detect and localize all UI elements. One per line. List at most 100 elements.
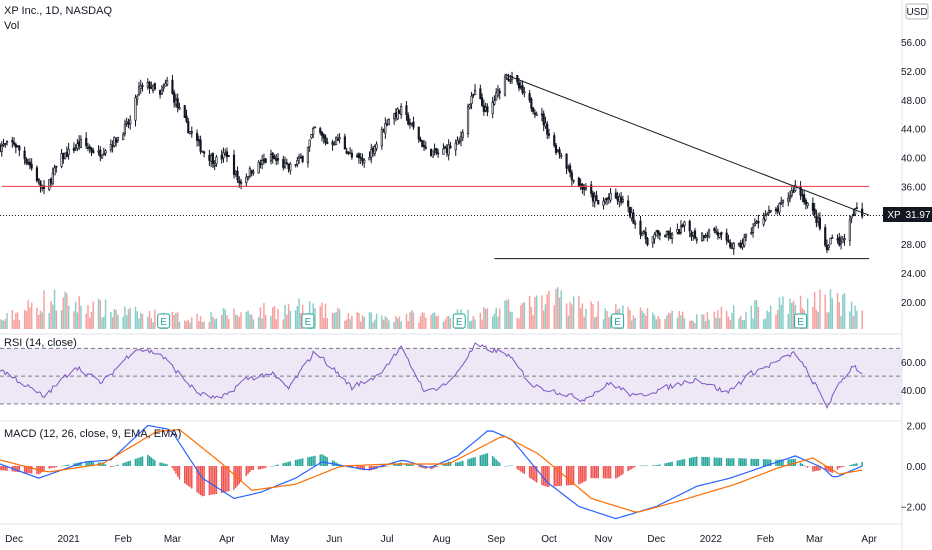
volume-bar [694, 322, 696, 329]
volume-bar [657, 315, 659, 329]
rsi-label[interactable]: RSI (14, close) [4, 337, 77, 349]
candle-body [727, 239, 730, 243]
macd-histogram-bar [423, 466, 425, 469]
volume-bar [592, 304, 594, 329]
date-tick-label: Jun [326, 534, 342, 545]
macd-histogram-bar [289, 461, 292, 466]
macd-histogram-bar [324, 456, 327, 466]
macd-histogram-bar [620, 466, 622, 476]
candle-body [412, 121, 415, 128]
candle-body [558, 149, 561, 155]
earnings-marker[interactable] [157, 313, 171, 329]
time-axis[interactable]: Dec 2021 Feb Mar Apr May Jun Jul Aug Sep Oct Nov Dec… [5, 534, 877, 545]
currency-badge[interactable] [905, 3, 929, 20]
volume-bar [567, 315, 570, 329]
volume-label[interactable]: Vol [4, 20, 19, 32]
macd-histogram-bar [113, 465, 116, 467]
macd-histogram-bar [799, 462, 802, 466]
symbol-title[interactable]: XP Inc., 1D, NASDAQ [4, 5, 112, 17]
volume-bar [273, 306, 276, 329]
macd-histogram-bar [557, 466, 559, 487]
volume-bar [849, 311, 851, 329]
candle-body [174, 99, 178, 105]
volume-bar [233, 308, 235, 329]
macd-histogram-bar [85, 461, 87, 466]
macd-histogram-bar [73, 463, 75, 466]
trend-line[interactable] [504, 74, 870, 216]
macd-label[interactable]: MACD (12, 26, close, 9, EMA, EMA) [4, 428, 181, 440]
candle-body [407, 114, 410, 125]
candle-body [213, 164, 216, 167]
volume-bar [782, 296, 784, 329]
macd-histogram-bar [196, 466, 198, 493]
macd-histogram-bar [208, 466, 211, 496]
macd-histogram-bar [778, 459, 781, 466]
volume-bar [667, 312, 670, 329]
volume-bar [263, 303, 265, 329]
volume-bar [729, 319, 731, 329]
candle-body [528, 93, 531, 101]
date-tick-label: Aug [433, 534, 451, 545]
volume-bar [447, 316, 450, 329]
volume-bar [671, 310, 673, 329]
volume-bar [250, 314, 253, 329]
volume-bar [470, 320, 473, 329]
macd-histogram-bar [743, 458, 746, 466]
earnings-marker[interactable] [301, 313, 315, 329]
candle-body [509, 79, 512, 82]
macd-histogram-bar [498, 462, 501, 466]
price-axis[interactable]: 56.00 52.00 48.00 44.00 40.00 36.00 28.00 24.00… [901, 38, 927, 513]
candle-body [788, 195, 792, 199]
volume-bar [766, 310, 768, 329]
candle-body [804, 200, 807, 205]
candle-body [442, 148, 445, 155]
earnings-marker[interactable] [794, 313, 808, 329]
candle-body [583, 187, 586, 190]
earnings-marker[interactable] [452, 313, 466, 329]
volume-bar [147, 316, 149, 329]
macd-histogram-bar [590, 466, 592, 479]
candle-body [609, 192, 612, 201]
volume-bar [484, 309, 487, 329]
macd-histogram-bar [667, 462, 670, 466]
macd-histogram-bar [504, 466, 506, 467]
candle-body [681, 224, 684, 228]
macd-histogram-bar [715, 457, 717, 466]
candle-body [472, 94, 475, 96]
volume-bar [127, 309, 130, 329]
candle-body [141, 85, 144, 87]
macd-histogram-bar [39, 466, 42, 474]
volume-bar [639, 307, 642, 329]
volume-bar [203, 321, 205, 329]
volume-bar [395, 315, 397, 329]
candle-body [262, 159, 266, 162]
candle-body [65, 151, 68, 158]
volume-bar [66, 293, 68, 329]
macd-histogram-bar [308, 456, 311, 466]
candle-body [236, 170, 239, 181]
macd-histogram-bar [507, 465, 510, 467]
candle-body [289, 163, 292, 171]
volume-bar [370, 312, 372, 329]
macd-histogram-bar [29, 466, 31, 474]
macd-histogram-bar [294, 459, 297, 466]
drawings[interactable] [0, 74, 902, 260]
macd-histogram-bar [301, 458, 304, 466]
macd-histogram-bar [449, 461, 452, 466]
candle-body [136, 96, 139, 100]
volume-bar [824, 294, 826, 329]
earnings-marker[interactable] [611, 313, 625, 329]
macd-histogram-bar [532, 466, 534, 481]
volume-bar [578, 295, 580, 329]
volume-bar [532, 315, 534, 329]
macd-histogram-bar [548, 466, 550, 487]
candle-body [505, 77, 508, 80]
earnings-marker-label: E [614, 317, 621, 328]
candle-body [146, 82, 149, 88]
candle-body [831, 237, 834, 239]
candle-body [593, 196, 596, 203]
volume-bar [817, 312, 819, 329]
volume-bar [87, 305, 89, 329]
macd-histogram-bar [247, 466, 249, 475]
